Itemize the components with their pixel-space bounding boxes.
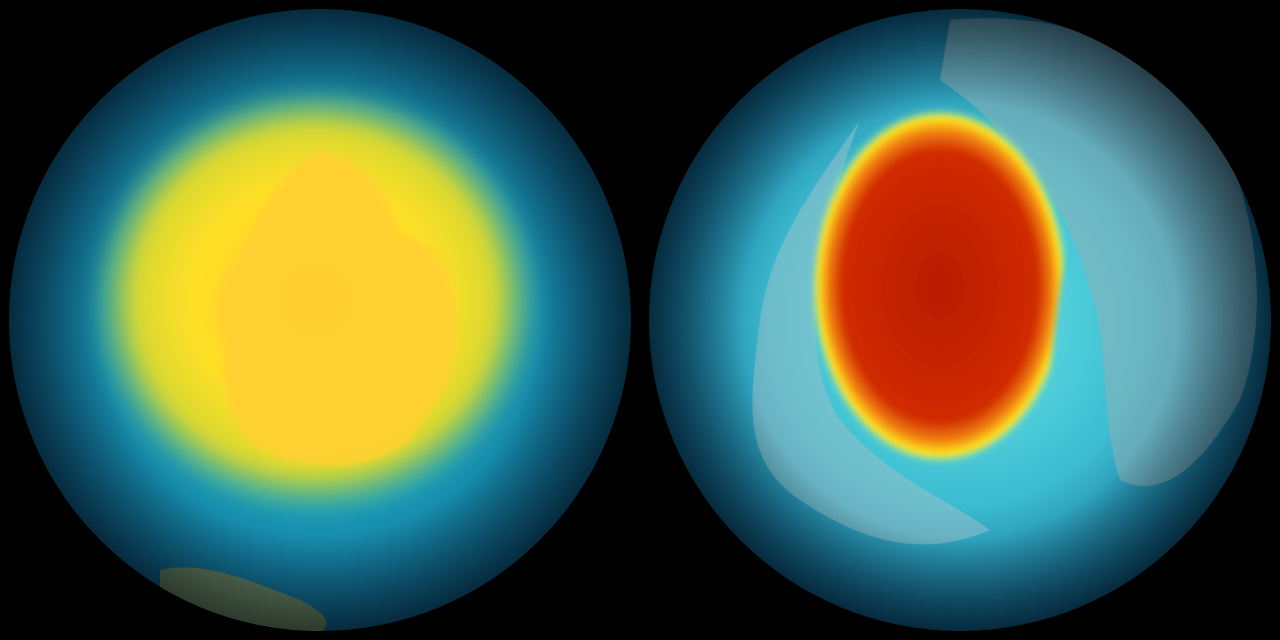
left-globe	[9, 9, 631, 631]
right-globe	[649, 9, 1271, 631]
